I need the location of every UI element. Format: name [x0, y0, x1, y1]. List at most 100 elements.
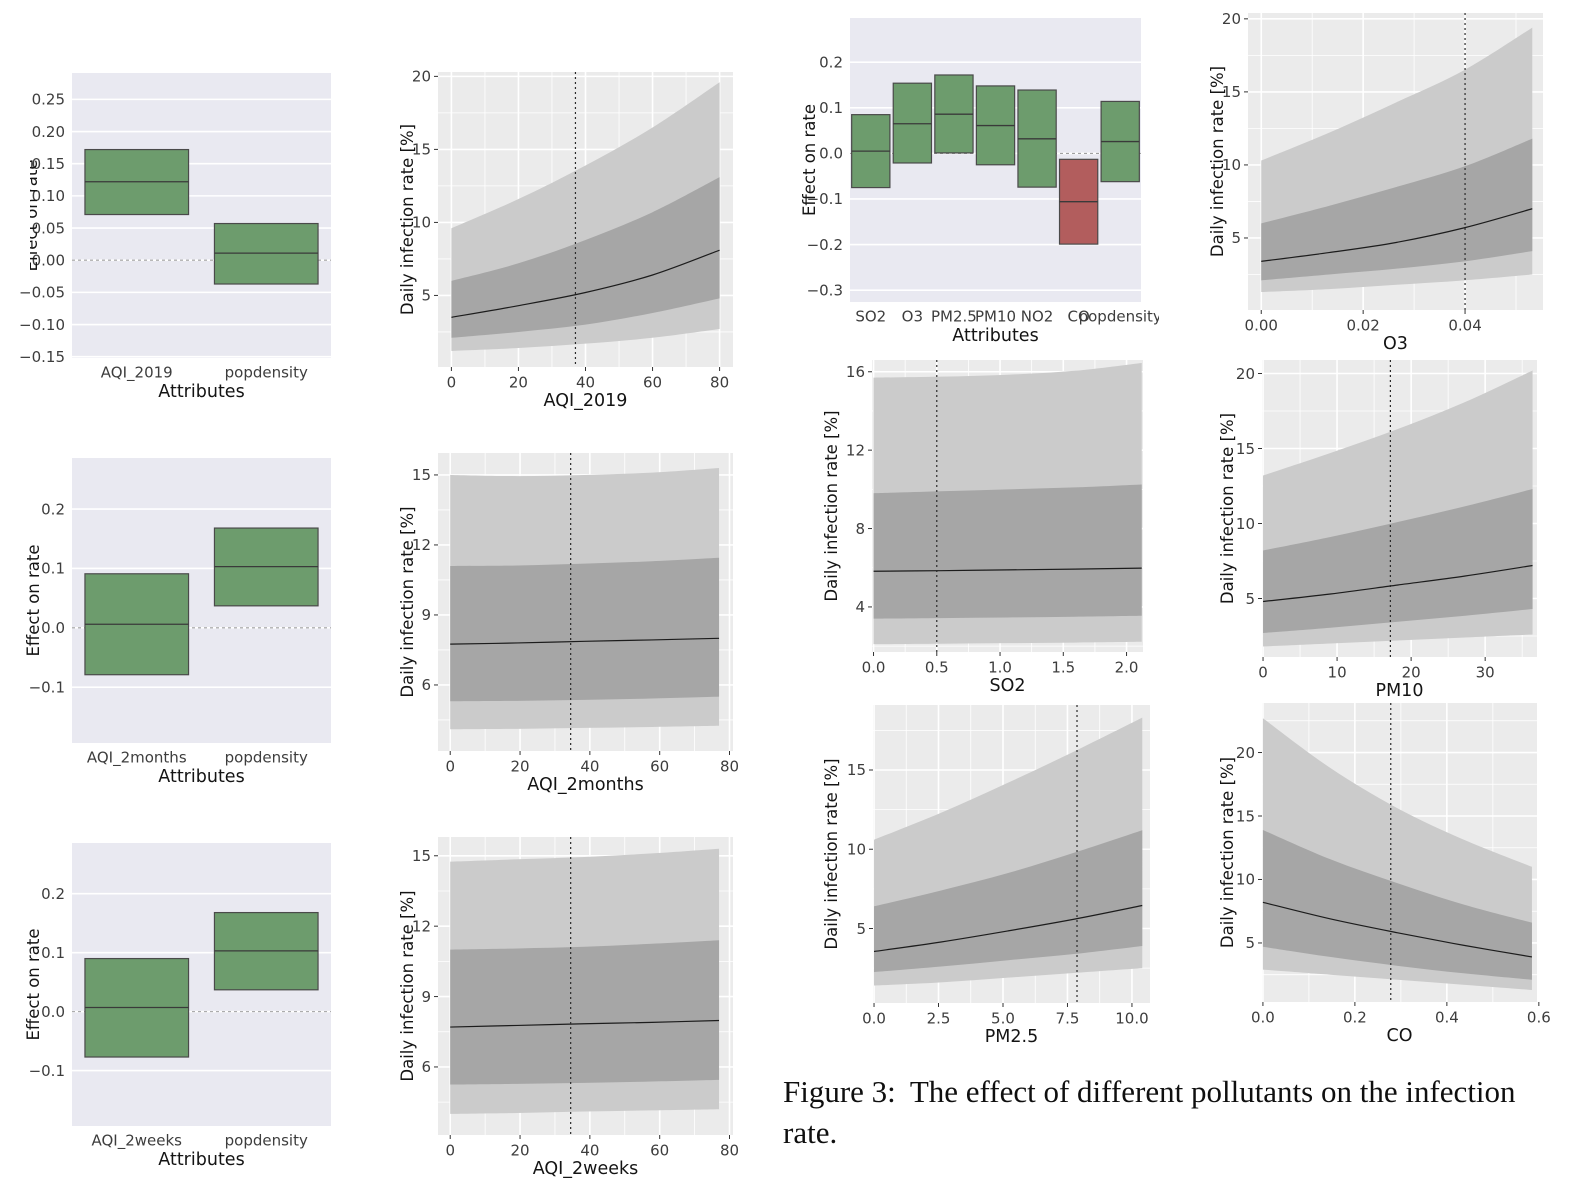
category-label: popdensity [225, 1131, 308, 1149]
x-tick-label: 60 [643, 373, 662, 391]
x-tick-label: 20 [510, 757, 529, 775]
y-tick-label: 0.0 [41, 1003, 65, 1021]
chart-svg-line-co: 0.0 0.2 0.4 0.6 5 10 15 20 CO Daily infection rat… [1218, 703, 1551, 1046]
x-axis-label: AQI_2019 [544, 391, 628, 411]
x-tick-label: 1.5 [1051, 658, 1075, 676]
y-tick-label: 12 [412, 536, 431, 554]
x-tick-label: 0.6 [1527, 1008, 1551, 1026]
x-axis-label: Attributes [158, 767, 244, 787]
x-tick-label: 0.0 [1251, 1008, 1275, 1026]
x-axis-label: AQI_2months [527, 775, 643, 795]
mean-line [450, 637, 720, 645]
y-axis-label: Effect on rate [22, 159, 41, 271]
box-O3 [892, 82, 933, 164]
inner-confidence-band [873, 484, 1142, 619]
chart-svg-box-aqi2019: 0.25 0.20 0.15 0.10 0.05 0.00 −0.05 −0.10 −0.15 A… [19, 73, 331, 402]
category-label: popdensity [225, 748, 308, 766]
figure-caption-label: Figure 3: [783, 1074, 896, 1109]
x-tick-label: 20 [509, 373, 528, 391]
chart-effect-aqi2019-box: 0.25 0.20 0.15 0.10 0.05 0.00 −0.05 −0.10 −0.15 A… [2, 57, 349, 424]
y-tick-label: 15 [412, 466, 431, 484]
y-tick-label: 20 [412, 68, 431, 86]
x-tick-label: 0.2 [1343, 1008, 1367, 1026]
y-tick-label: 10 [847, 840, 866, 858]
category-label: AQI_2months [87, 748, 187, 767]
inner-confidence-band [874, 830, 1143, 973]
x-tick-label: 1.0 [988, 658, 1012, 676]
y-axis-label: Daily infection rate [%] [822, 758, 841, 949]
y-tick-label: 0.1 [819, 99, 843, 117]
mean-line [451, 249, 720, 318]
chart-infection-vs-aqi2months: 0 20 40 60 80 6 9 12 15 AQI_2months Daily infectio… [368, 437, 751, 817]
x-tick-label: 10.0 [1115, 1009, 1148, 1027]
x-tick-label: 0.4 [1435, 1008, 1459, 1026]
chart-infection-vs-pm25: 0.0 2.5 5.0 7.5 10.0 5 10 15 PM2.5 Daily infectio… [803, 689, 1168, 1069]
y-tick-label: 0.2 [41, 885, 65, 903]
x-tick-label: 30 [1476, 663, 1495, 681]
y-tick-label: 0.2 [819, 53, 843, 71]
chart-infection-vs-pm10: 0 10 20 30 5 10 15 20 PM10 Daily infection rate [… [1192, 344, 1555, 723]
y-tick-label: 15 [1236, 807, 1255, 825]
x-axis-label: SO2 [989, 676, 1025, 696]
y-tick-label: 0.05 [32, 219, 65, 237]
x-tick-label: 0 [1258, 663, 1268, 681]
y-tick-label: 0.2 [41, 500, 65, 518]
x-axis-label: Attributes [952, 326, 1038, 346]
x-tick-label: 10 [1328, 663, 1347, 681]
y-tick-label: 0.1 [41, 560, 65, 578]
y-tick-label: 10 [412, 214, 431, 232]
x-tick-label: 7.5 [1056, 1009, 1080, 1027]
y-axis-label: Effect on rate [800, 104, 819, 216]
y-tick-label: 6 [421, 1058, 431, 1076]
figure-caption: Figure 3: The effect of different polluta… [783, 1071, 1570, 1153]
y-tick-label: 5 [421, 287, 431, 305]
y-tick-label: 0.15 [32, 155, 65, 173]
x-tick-label: 0 [447, 373, 457, 391]
category-label: CO [1067, 307, 1089, 325]
y-axis-label: Daily infection rate [%] [822, 410, 841, 601]
y-tick-label: 4 [855, 598, 865, 616]
x-tick-label: 80 [710, 373, 729, 391]
y-tick-label: −0.2 [807, 236, 843, 254]
y-axis-label: Effect on rate [24, 928, 43, 1040]
plot-panel [72, 73, 331, 358]
y-tick-label: 5 [1245, 934, 1255, 952]
y-tick-label: 15 [1236, 440, 1255, 458]
mean-line [873, 567, 1142, 572]
chart-effect-aqi2months-box: 0.2 0.1 0.0 −0.1 AQI_2months popdensity Attrib… [2, 442, 349, 809]
y-tick-label: 5 [856, 920, 866, 938]
y-tick-label: 10 [1222, 156, 1241, 174]
y-tick-label: 12 [846, 441, 865, 459]
y-axis-label: Daily infection rate [%] [1218, 757, 1237, 948]
category-label: PM10 [975, 307, 1016, 325]
y-axis-label: Daily infection rate [%] [398, 890, 417, 1081]
x-tick-label: 0 [445, 757, 455, 775]
y-tick-label: 9 [421, 988, 431, 1006]
y-tick-label: 6 [421, 676, 431, 694]
y-tick-label: 0.0 [41, 619, 65, 637]
y-tick-label: 15 [412, 141, 431, 159]
chart-infection-vs-o3: 0.00 0.02 0.04 5 10 15 20 O3 Daily infection rat… [1178, 0, 1561, 376]
x-tick-label: 20 [510, 1141, 529, 1159]
inner-confidence-band [450, 940, 720, 1085]
x-tick-label: 2.0 [1115, 658, 1139, 676]
x-tick-label: 5.0 [991, 1009, 1015, 1027]
y-tick-label: 20 [1236, 365, 1255, 383]
x-axis-label: PM2.5 [985, 1027, 1038, 1047]
y-tick-label: −0.3 [807, 281, 843, 299]
y-axis-label: Effect on rate [24, 544, 43, 656]
chart-svg-line-aqi2019: 0 20 40 60 80 5 10 15 20 AQI_2019 Daily infection … [398, 68, 733, 411]
category-label: popdensity [1079, 307, 1159, 325]
y-axis-label: Daily infection rate [%] [1208, 66, 1227, 257]
y-tick-label: 0.25 [32, 91, 65, 109]
y-tick-label: 15 [847, 761, 866, 779]
x-axis-label: Attributes [158, 382, 244, 402]
y-tick-label: 10 [1236, 515, 1255, 533]
chart-infection-vs-so2: 0.0 0.5 1.0 1.5 2.0 4 8 12 16 SO2 Daily infection … [802, 344, 1161, 718]
mean-line [450, 1019, 720, 1028]
y-axis-label: Daily infection rate [%] [1218, 413, 1237, 604]
inner-confidence-band [1262, 829, 1532, 980]
figure-caption-text: The effect of different pollutants on th… [783, 1074, 1516, 1150]
